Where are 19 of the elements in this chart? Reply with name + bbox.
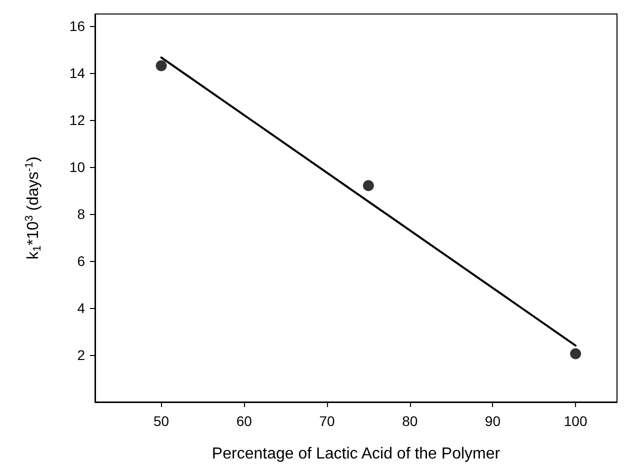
- x-tick-label: 70: [319, 413, 335, 429]
- y-tick-label: 10: [69, 158, 86, 175]
- x-tick-label: 100: [564, 413, 588, 429]
- point: [362, 180, 374, 192]
- y-tick-label: 16: [69, 18, 86, 34]
- x-tick-label: 50: [153, 413, 170, 429]
- x-axis-title: Percentage of Lactic Acid of the Polymer: [212, 446, 501, 462]
- y-tick-label: 2: [77, 346, 86, 363]
- y-tick-label: 12: [69, 112, 86, 128]
- x-tick-label: 90: [484, 413, 501, 429]
- y-tick-label: 14: [69, 64, 86, 81]
- x-tick-label: 60: [236, 413, 252, 429]
- point: [570, 348, 582, 360]
- point: [156, 60, 167, 72]
- y-tick-label: 4: [77, 300, 86, 316]
- y-axis-title: k1*103 (days-1): [24, 156, 44, 260]
- y-tick-label: 6: [77, 252, 86, 269]
- x-tick-label: 80: [402, 413, 418, 429]
- y-tick-label: 8: [77, 206, 86, 222]
